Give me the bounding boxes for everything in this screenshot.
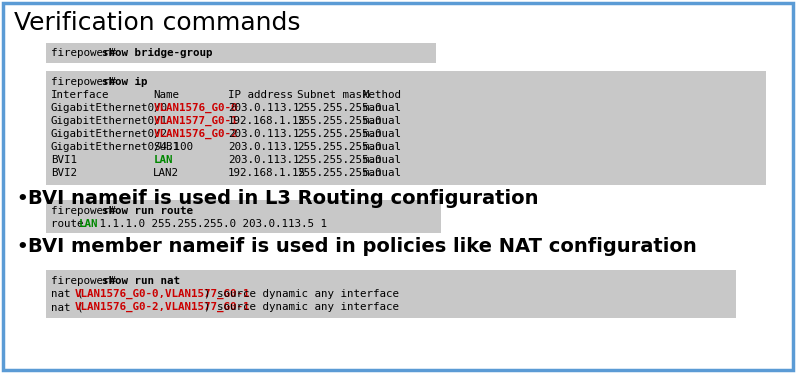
Text: 192.168.1.15: 192.168.1.15	[228, 116, 306, 126]
Text: LAN2: LAN2	[153, 168, 179, 178]
Text: Interface: Interface	[51, 90, 109, 100]
Text: VLAN1576_G0-0,VLAN1577_G0-1: VLAN1576_G0-0,VLAN1577_G0-1	[74, 289, 249, 299]
FancyBboxPatch shape	[46, 71, 766, 185]
Text: manual: manual	[363, 116, 402, 126]
Text: Subnet mask: Subnet mask	[297, 90, 369, 100]
FancyBboxPatch shape	[46, 43, 436, 63]
Text: 255.255.255.0: 255.255.255.0	[297, 168, 382, 178]
Text: 203.0.113.1: 203.0.113.1	[228, 155, 299, 165]
FancyBboxPatch shape	[3, 3, 793, 370]
Text: 255.255.255.0: 255.255.255.0	[297, 129, 382, 139]
Text: VLAN1576_G0-0: VLAN1576_G0-0	[153, 103, 238, 113]
Text: Method: Method	[363, 90, 402, 100]
Text: BVI member nameif is used in policies like NAT configuration: BVI member nameif is used in policies li…	[28, 237, 697, 256]
Text: GigabitEthernet0/4.100: GigabitEthernet0/4.100	[51, 142, 194, 152]
Text: manual: manual	[363, 103, 402, 113]
Text: nat (: nat (	[51, 289, 84, 299]
Text: manual: manual	[363, 155, 402, 165]
Text: firepower#: firepower#	[51, 48, 123, 58]
Text: 1.1.1.0 255.255.255.0 203.0.113.5 1: 1.1.1.0 255.255.255.0 203.0.113.5 1	[92, 219, 327, 229]
Text: BVI1: BVI1	[51, 155, 77, 165]
Text: LAN: LAN	[153, 155, 173, 165]
Text: manual: manual	[363, 129, 402, 139]
Text: GigabitEthernet0/2: GigabitEthernet0/2	[51, 129, 168, 139]
Text: GigabitEthernet0/1: GigabitEthernet0/1	[51, 116, 168, 126]
Text: GigabitEthernet0/0: GigabitEthernet0/0	[51, 103, 168, 113]
Text: show run nat: show run nat	[102, 276, 180, 286]
Text: BVI nameif is used in L3 Routing configuration: BVI nameif is used in L3 Routing configu…	[28, 189, 539, 208]
Text: 255.255.255.0: 255.255.255.0	[297, 116, 382, 126]
Text: •: •	[16, 238, 28, 256]
Text: show bridge-group: show bridge-group	[102, 48, 213, 58]
Text: firepower#: firepower#	[51, 276, 123, 286]
Text: 255.255.255.0: 255.255.255.0	[297, 103, 382, 113]
Text: manual: manual	[363, 168, 402, 178]
Text: ) source dynamic any interface: ) source dynamic any interface	[205, 289, 399, 299]
Text: SUB1: SUB1	[153, 142, 179, 152]
Text: 203.0.113.1: 203.0.113.1	[228, 103, 299, 113]
Text: show run route: show run route	[102, 206, 193, 216]
Text: 203.0.113.1: 203.0.113.1	[228, 142, 299, 152]
Text: ) source dynamic any interface: ) source dynamic any interface	[205, 302, 399, 312]
Text: Name: Name	[153, 90, 179, 100]
FancyBboxPatch shape	[46, 200, 441, 233]
Text: IP address: IP address	[228, 90, 292, 100]
Text: 203.0.113.1: 203.0.113.1	[228, 129, 299, 139]
Text: show ip: show ip	[102, 77, 147, 87]
Text: nat (: nat (	[51, 302, 84, 312]
Text: firepower#: firepower#	[51, 206, 123, 216]
Text: route: route	[51, 219, 90, 229]
Text: 192.168.1.15: 192.168.1.15	[228, 168, 306, 178]
Text: 255.255.255.0: 255.255.255.0	[297, 142, 382, 152]
Text: VLAN1576_G0-2,VLAN1577_G0-1: VLAN1576_G0-2,VLAN1577_G0-1	[74, 302, 249, 312]
Text: firepower#: firepower#	[51, 77, 123, 87]
Text: manual: manual	[363, 142, 402, 152]
Text: •: •	[16, 190, 28, 208]
Text: Verification commands: Verification commands	[14, 11, 300, 35]
Text: VLAN1577_G0-1: VLAN1577_G0-1	[153, 116, 238, 126]
Text: LAN: LAN	[79, 219, 98, 229]
Text: BVI2: BVI2	[51, 168, 77, 178]
FancyBboxPatch shape	[46, 270, 736, 318]
Text: VLAN1576_G0-2: VLAN1576_G0-2	[153, 129, 238, 139]
Text: 255.255.255.0: 255.255.255.0	[297, 155, 382, 165]
